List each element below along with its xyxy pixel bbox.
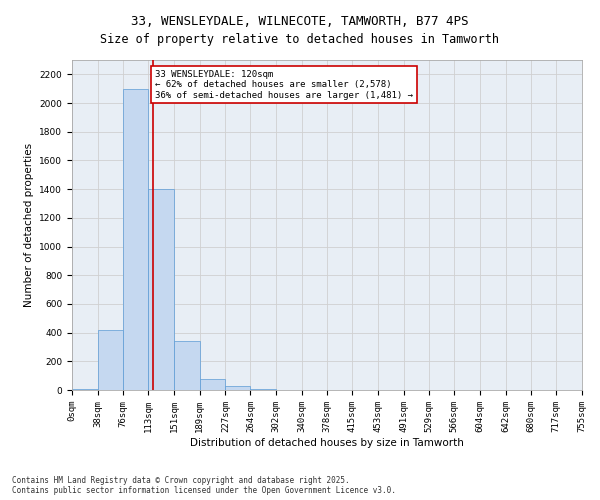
- X-axis label: Distribution of detached houses by size in Tamworth: Distribution of detached houses by size …: [190, 438, 464, 448]
- Bar: [174, 341, 200, 390]
- Y-axis label: Number of detached properties: Number of detached properties: [24, 143, 34, 307]
- Bar: [200, 378, 226, 390]
- Bar: [226, 386, 250, 390]
- Bar: [98, 330, 124, 390]
- Text: 33, WENSLEYDALE, WILNECOTE, TAMWORTH, B77 4PS: 33, WENSLEYDALE, WILNECOTE, TAMWORTH, B7…: [131, 15, 469, 28]
- Bar: [148, 189, 174, 390]
- Text: Size of property relative to detached houses in Tamworth: Size of property relative to detached ho…: [101, 32, 499, 46]
- Text: 33 WENSLEYDALE: 120sqm
← 62% of detached houses are smaller (2,578)
36% of semi-: 33 WENSLEYDALE: 120sqm ← 62% of detached…: [155, 70, 413, 100]
- Text: Contains HM Land Registry data © Crown copyright and database right 2025.
Contai: Contains HM Land Registry data © Crown c…: [12, 476, 396, 495]
- Bar: [124, 88, 148, 390]
